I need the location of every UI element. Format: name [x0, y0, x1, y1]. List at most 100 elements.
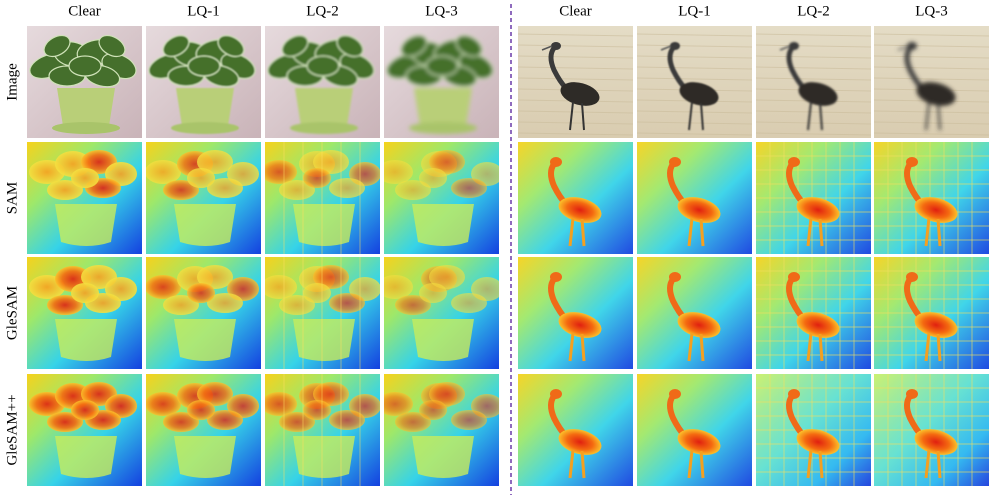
- hot-region: [187, 168, 215, 188]
- pot: [57, 88, 115, 130]
- hot-region: [207, 410, 243, 430]
- heatmap-cell: [874, 142, 989, 254]
- leg-region: [924, 449, 931, 479]
- background: [756, 26, 871, 138]
- heatmap-cell: [756, 374, 871, 486]
- beak: [660, 45, 672, 51]
- saucer: [290, 122, 358, 134]
- ripple: [874, 55, 989, 59]
- image-cell: [384, 26, 499, 138]
- neck: [548, 46, 568, 90]
- image-cell: [518, 26, 633, 138]
- hot-region: [197, 150, 233, 174]
- neck: [904, 46, 924, 90]
- heatmap-cell: [518, 142, 633, 254]
- leg-region: [580, 333, 586, 362]
- body: [916, 82, 956, 106]
- hot-region: [329, 293, 365, 313]
- leaf: [43, 34, 71, 58]
- leaf: [306, 55, 340, 77]
- body: [798, 82, 838, 106]
- ripple: [518, 132, 633, 136]
- hot-region: [451, 410, 487, 430]
- beak: [897, 45, 909, 51]
- head-region: [906, 272, 918, 282]
- row-label: GleSAM++: [4, 394, 20, 465]
- hot-region: [47, 180, 83, 200]
- image-cell: [265, 26, 380, 138]
- leaf: [217, 34, 245, 58]
- hot-region: [163, 295, 199, 315]
- hot-region: [187, 400, 215, 420]
- hot-region: [197, 265, 233, 289]
- ripple: [637, 55, 752, 59]
- pot-region: [293, 319, 355, 361]
- leaf: [336, 34, 364, 58]
- heatmap-cell: [265, 142, 380, 254]
- ripple: [518, 44, 633, 48]
- head: [907, 42, 917, 50]
- ripple: [637, 121, 752, 125]
- leg-region: [936, 333, 942, 362]
- ripple: [756, 121, 871, 125]
- ripple: [756, 110, 871, 114]
- column-header: Clear: [559, 3, 591, 19]
- hot-region: [146, 275, 181, 299]
- body-region: [558, 312, 602, 338]
- heatmap-cell: [756, 257, 871, 369]
- ripple: [874, 33, 989, 37]
- ripple: [637, 77, 752, 81]
- hot-region: [163, 412, 199, 432]
- column-header: Clear: [68, 3, 100, 19]
- leaf: [162, 34, 190, 58]
- hot-region: [451, 178, 487, 198]
- saucer: [52, 122, 120, 134]
- hot-region: [429, 150, 465, 174]
- column-header: LQ-3: [425, 3, 458, 19]
- leg-region: [818, 333, 824, 362]
- heatmap-cell: [637, 257, 752, 369]
- pot-region: [174, 204, 236, 246]
- hot-region: [419, 283, 447, 303]
- leg: [937, 102, 941, 131]
- ripple: [518, 33, 633, 37]
- leg-region: [924, 217, 931, 247]
- leaf: [425, 55, 459, 77]
- heatmap-cell: [637, 142, 752, 254]
- plant: [29, 34, 137, 134]
- plant: [386, 34, 494, 134]
- body-region: [558, 197, 602, 223]
- heatmap-cell: [27, 374, 142, 486]
- pot-region: [412, 436, 474, 478]
- leg: [569, 101, 574, 131]
- leaf: [400, 34, 428, 58]
- leg-region: [924, 332, 931, 362]
- leg-region: [806, 332, 813, 362]
- head-region: [788, 389, 800, 399]
- hot-region: [279, 412, 315, 432]
- head: [789, 42, 799, 50]
- heatmap-cell: [146, 374, 261, 486]
- body: [679, 82, 719, 106]
- saucer: [171, 122, 239, 134]
- neck: [667, 46, 687, 90]
- ripple: [637, 44, 752, 48]
- column-header: LQ-1: [187, 3, 220, 19]
- heatmap-cell: [265, 257, 380, 369]
- head: [551, 42, 561, 50]
- image-cell: [27, 26, 142, 138]
- body-region: [558, 429, 602, 455]
- hot-region: [163, 180, 199, 200]
- row-label: GleSAM: [4, 286, 20, 340]
- leg-region: [806, 217, 813, 247]
- hot-region: [207, 178, 243, 198]
- image-cell: [637, 26, 752, 138]
- body: [560, 82, 600, 106]
- hot-region: [329, 410, 365, 430]
- body-region: [914, 312, 958, 338]
- bird: [660, 42, 719, 131]
- heatmap-cell: [756, 142, 871, 254]
- leg-region: [568, 217, 575, 247]
- hot-region: [419, 400, 447, 420]
